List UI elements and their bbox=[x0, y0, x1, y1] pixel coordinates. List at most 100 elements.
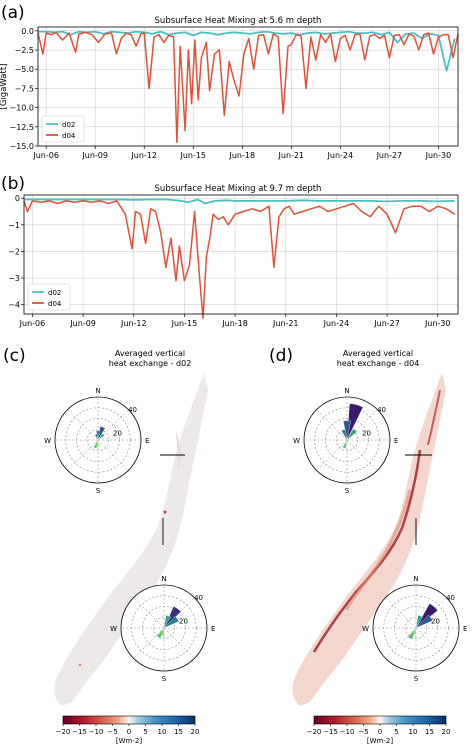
rose-tick-label: 40 bbox=[128, 406, 137, 414]
map-title-line: Averaged vertical bbox=[115, 349, 185, 358]
rose-petal bbox=[97, 433, 105, 441]
chart-a-xtick-label: Jun-21 bbox=[278, 151, 305, 160]
map-c-warm-spot bbox=[163, 510, 167, 514]
colorbar-tick-label: −20 bbox=[307, 728, 322, 736]
rose-petal bbox=[342, 439, 348, 449]
rose-label-west: W bbox=[110, 625, 117, 633]
chart-b-legend-label: d02 bbox=[48, 289, 61, 297]
colorbar-tick-label: 20 bbox=[191, 728, 200, 736]
rose-petal bbox=[161, 627, 165, 636]
rose-ring bbox=[335, 428, 359, 452]
rose-spoke bbox=[67, 439, 99, 471]
chart-a-ytick-label: −10.0 bbox=[9, 104, 34, 113]
rose-spoke bbox=[316, 439, 348, 471]
rose-label-west: W bbox=[44, 437, 51, 445]
rose-label-east: E bbox=[394, 437, 398, 445]
map-d-lake-shore-warm bbox=[312, 449, 422, 653]
chart-a-xtick-label: Jun-27 bbox=[376, 151, 403, 160]
rose-tick-label: 20 bbox=[362, 430, 371, 438]
chart-a-xtick-label: Jun-30 bbox=[425, 151, 452, 160]
chart-b-ytick-label: −1 bbox=[8, 221, 20, 230]
rose-ring bbox=[86, 428, 110, 452]
chart-b-ytick-label: −2 bbox=[8, 247, 20, 256]
chart-a-xtick-label: Jun-06 bbox=[32, 151, 59, 160]
colorbar-tick-label: −15 bbox=[323, 728, 338, 736]
rose-tick-label: 40 bbox=[377, 406, 386, 414]
rose-spoke bbox=[67, 409, 99, 441]
colorbar-tick-label: 20 bbox=[442, 728, 451, 736]
panel-label-a: (a) bbox=[1, 3, 25, 23]
rose-label-south: S bbox=[162, 675, 167, 683]
chart-a-series-d04 bbox=[37, 31, 459, 143]
map-c-warm-spot bbox=[78, 663, 82, 667]
rose-spoke bbox=[133, 597, 165, 629]
colorbar-tick-label: 10 bbox=[409, 728, 418, 736]
panel-label-c: (c) bbox=[3, 346, 26, 366]
rose-petal bbox=[346, 403, 364, 441]
chart-b-ytick-label: 0 bbox=[15, 194, 20, 203]
rose-spoke bbox=[97, 409, 129, 441]
chart-a-xtick-label: Jun-15 bbox=[179, 151, 206, 160]
rose-petal bbox=[346, 428, 358, 441]
rose-spoke bbox=[97, 439, 129, 471]
chart-a-xtick-label: Jun-09 bbox=[81, 151, 108, 160]
chart-b-xtick-label: Jun-27 bbox=[373, 319, 400, 328]
rose-petal bbox=[96, 439, 100, 447]
chart-b-ytick-label: −3 bbox=[8, 274, 20, 283]
chart-b-xtick-label: Jun-09 bbox=[69, 319, 96, 328]
colorbar-tick-label: 0 bbox=[127, 728, 131, 736]
rose-petal bbox=[163, 615, 171, 629]
rose-petal bbox=[343, 420, 351, 441]
rose-petal bbox=[163, 606, 182, 629]
map-c-lake-detail bbox=[176, 430, 183, 470]
rose-spoke bbox=[163, 627, 195, 659]
rose-label-south: S bbox=[345, 487, 350, 495]
rose-tick-label: 20 bbox=[179, 618, 188, 626]
rose-spoke bbox=[346, 409, 378, 441]
rose-petal bbox=[96, 430, 100, 441]
colorbar-tick-label: −5 bbox=[107, 728, 117, 736]
rose-spoke bbox=[133, 627, 165, 659]
rose-label-east: E bbox=[145, 437, 149, 445]
map-d-lake-shape bbox=[292, 373, 446, 706]
chart-b-series-d02 bbox=[24, 198, 455, 205]
rose-spoke bbox=[415, 627, 447, 659]
colorbar-tick-label: 10 bbox=[158, 728, 167, 736]
wind-rose-d-north: N E S W 20 40 bbox=[293, 387, 398, 495]
rose-label-north: N bbox=[95, 387, 100, 395]
chart-a-legend-label: d04 bbox=[62, 132, 76, 140]
colorbar-gradient bbox=[313, 715, 447, 725]
map-d-lake-shore-warm bbox=[427, 389, 441, 446]
colorbar-tick-label: −5 bbox=[358, 728, 368, 736]
chart-b-frame bbox=[23, 194, 459, 315]
rose-petal bbox=[94, 433, 99, 441]
rose-petal bbox=[156, 627, 165, 639]
rose-tick-label: 20 bbox=[431, 618, 440, 626]
chart-a-ytick-label: −7.5 bbox=[15, 84, 34, 93]
rose-petal bbox=[415, 603, 438, 629]
chart-b-legend-label: d04 bbox=[48, 300, 62, 308]
map-d-lake-inner bbox=[344, 489, 412, 611]
colorbar-unit: [Wm-2] bbox=[116, 737, 142, 744]
chart-b-xtick-label: Jun-15 bbox=[171, 319, 198, 328]
rose-label-north: N bbox=[161, 575, 166, 583]
colorbar-tick-label: 15 bbox=[174, 728, 183, 736]
colorbar-d: −20 −15 −10 −5 0 5 10 15 20 [Wm-2] bbox=[307, 715, 451, 744]
chart-b-ytick-label: −4 bbox=[8, 301, 20, 310]
chart-b-xtick-label: Jun-21 bbox=[272, 319, 299, 328]
rose-petal bbox=[413, 627, 417, 635]
map-title-line: Averaged vertical bbox=[343, 349, 413, 358]
chart-b-xtick-label: Jun-24 bbox=[323, 319, 350, 328]
rose-label-south: S bbox=[96, 487, 101, 495]
rose-spoke bbox=[346, 439, 378, 471]
chart-b: 0 −1 −2 −3 −4 Jun-06 Jun-09 Jun-12 Jun-15 Jun-18 J… bbox=[8, 194, 459, 328]
colorbar-tick-label: 5 bbox=[394, 728, 398, 736]
map-c-lake-shape bbox=[54, 373, 208, 706]
rose-spoke bbox=[316, 409, 348, 441]
colorbar-gradient bbox=[62, 715, 196, 725]
rose-label-west: W bbox=[362, 625, 369, 633]
wind-rose-c-south: N E S W 20 40 bbox=[110, 575, 215, 683]
rose-label-south: S bbox=[414, 675, 419, 683]
